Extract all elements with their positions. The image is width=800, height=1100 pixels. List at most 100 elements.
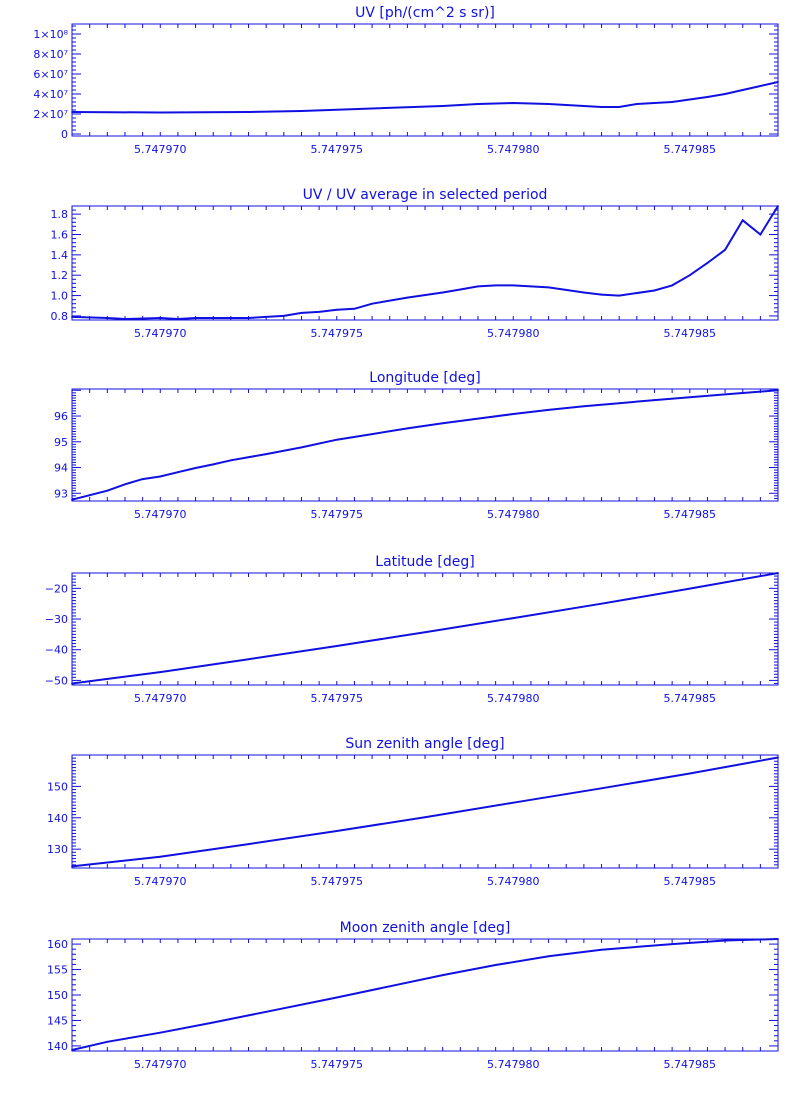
y-tick-label: 160	[47, 938, 68, 951]
data-point	[547, 103, 550, 105]
data-point	[600, 602, 603, 605]
data-point	[512, 801, 515, 804]
data-point	[300, 311, 303, 314]
y-tick-label: 1×10⁸	[33, 28, 68, 41]
y-tick-label: 150	[47, 780, 68, 793]
data-point	[159, 475, 162, 478]
data-point	[741, 219, 744, 222]
y-tick-label: 93	[54, 487, 68, 500]
y-tick-label: −30	[45, 613, 68, 626]
data-point	[71, 498, 73, 501]
data-point	[159, 1031, 162, 1034]
y-tick-label: 145	[47, 1014, 68, 1027]
data-point	[671, 101, 673, 103]
data-point	[582, 291, 585, 294]
data-point	[406, 427, 409, 430]
data-point	[671, 284, 673, 287]
series-line	[71, 81, 779, 114]
data-point	[600, 106, 603, 108]
y-tick-label: 140	[47, 1040, 68, 1053]
chart-panel-1: UV [ph/(cm^2 s sr)] 5.747970 5.747975 5.747…	[33, 5, 779, 156]
data-point	[688, 587, 691, 590]
data-point	[706, 96, 709, 98]
data-point	[724, 393, 726, 396]
data-point	[477, 103, 479, 105]
data-point	[724, 248, 726, 251]
data-point	[265, 453, 268, 456]
series-line	[71, 938, 779, 1051]
data-point	[424, 631, 426, 634]
data-point	[777, 572, 779, 574]
y-tick-label: 4×10⁷	[33, 88, 68, 101]
x-tick-label: 5.747985	[664, 875, 717, 888]
chart-title: Moon zenith angle [deg]	[340, 920, 511, 936]
data-point	[600, 293, 603, 296]
chart-panel-6: Moon zenith angle [deg] 5.747970 5.747975 5…	[47, 920, 779, 1071]
x-tick-label: 5.747980	[487, 875, 540, 888]
series-line	[71, 572, 779, 685]
plot-frame	[71, 938, 779, 1052]
data-point	[547, 408, 550, 411]
x-tick-label: 5.747985	[664, 143, 717, 156]
data-point	[582, 405, 585, 408]
data-point	[724, 939, 726, 942]
data-point	[371, 302, 373, 305]
y-tick-label: 1.0	[51, 290, 69, 303]
x-tick-label: 5.747980	[487, 508, 540, 521]
data-point	[688, 274, 691, 277]
data-point	[159, 111, 162, 114]
data-point	[671, 943, 673, 945]
plot-frame	[71, 572, 779, 686]
data-point	[741, 89, 744, 91]
y-tick-label: 94	[54, 462, 68, 475]
data-point	[141, 478, 144, 481]
data-point	[229, 459, 232, 462]
data-point	[759, 233, 762, 236]
data-point	[777, 756, 779, 759]
data-point	[512, 284, 515, 287]
data-point	[547, 955, 550, 958]
data-point	[759, 390, 762, 393]
data-point	[106, 1040, 109, 1043]
y-tick-label: 0.8	[51, 310, 69, 323]
data-point	[406, 296, 409, 299]
data-point	[759, 85, 762, 87]
x-tick-label: 5.747970	[134, 508, 187, 521]
data-point	[353, 307, 356, 310]
x-tick-label: 5.747970	[134, 692, 187, 705]
data-point	[247, 111, 250, 113]
data-point	[777, 389, 779, 392]
y-tick-label: 96	[54, 410, 68, 423]
data-point	[494, 964, 497, 966]
data-point	[159, 855, 162, 858]
y-tick-label: 150	[47, 989, 68, 1002]
x-tick-label: 5.747975	[311, 327, 364, 340]
data-point	[106, 489, 109, 492]
plot-frame	[71, 23, 779, 137]
data-point	[282, 315, 285, 317]
data-point	[653, 289, 656, 292]
x-tick-label: 5.747980	[487, 143, 540, 156]
y-tick-label: 95	[54, 436, 68, 449]
data-point	[618, 106, 621, 108]
data-point	[335, 830, 338, 832]
data-point	[335, 438, 338, 441]
data-point	[247, 317, 250, 319]
y-tick-label: −20	[45, 582, 68, 595]
series-line	[71, 389, 779, 501]
data-point	[71, 865, 73, 868]
x-tick-label: 5.747985	[664, 327, 717, 340]
chart-panel-2: UV / UV average in selected period 5.7479…	[51, 187, 779, 340]
chart-panel-4: Latitude [deg] 5.747970 5.747975 5.747980 5.…	[45, 554, 779, 705]
y-tick-label: 155	[47, 964, 68, 977]
data-point	[177, 471, 179, 474]
data-point	[300, 446, 303, 449]
x-tick-label: 5.747975	[311, 508, 364, 521]
y-tick-label: 6×10⁷	[33, 68, 68, 81]
data-point	[265, 1010, 268, 1013]
data-point	[600, 948, 603, 951]
y-tick-label: 1.4	[51, 249, 69, 262]
data-point	[777, 81, 779, 83]
series-line	[71, 205, 779, 321]
